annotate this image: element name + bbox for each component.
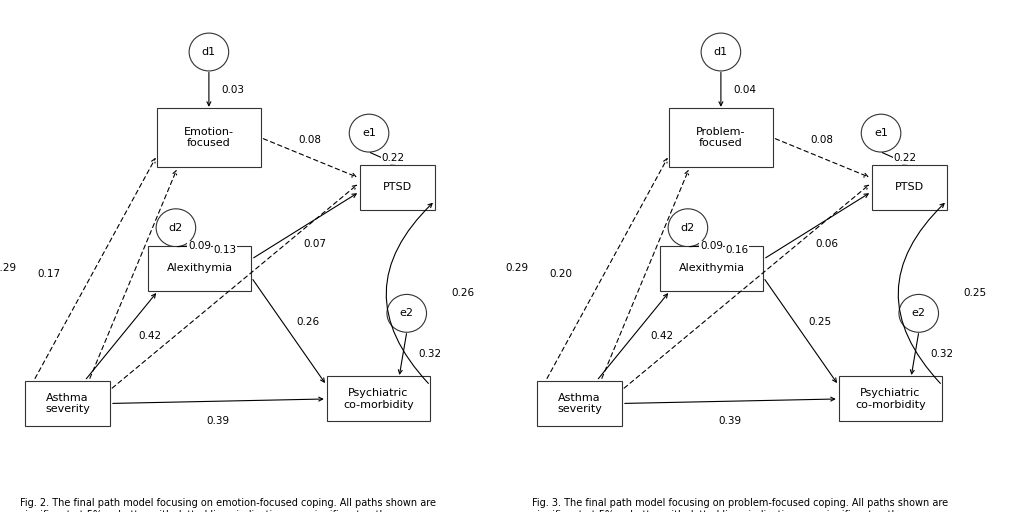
Text: Fig. 3. The final path model focusing on problem-focused coping. All paths shown: Fig. 3. The final path model focusing on…: [532, 498, 948, 512]
Text: 0.06: 0.06: [815, 239, 839, 248]
Text: Asthma
severity: Asthma severity: [45, 393, 90, 414]
Circle shape: [861, 114, 901, 152]
Text: 0.29: 0.29: [0, 263, 17, 273]
Text: 0.09: 0.09: [188, 241, 211, 251]
Text: 0.42: 0.42: [650, 331, 673, 341]
Text: d2: d2: [169, 223, 183, 233]
FancyBboxPatch shape: [147, 246, 251, 291]
FancyBboxPatch shape: [669, 109, 773, 167]
Circle shape: [349, 114, 389, 152]
Text: Emotion-
focused: Emotion- focused: [184, 127, 233, 148]
FancyBboxPatch shape: [26, 381, 110, 426]
Circle shape: [899, 294, 939, 332]
Text: 0.29: 0.29: [506, 263, 529, 273]
Text: e1: e1: [362, 128, 376, 138]
Text: 0.04: 0.04: [733, 84, 756, 95]
Circle shape: [189, 33, 228, 71]
FancyBboxPatch shape: [871, 165, 947, 210]
Text: 0.39: 0.39: [207, 416, 229, 426]
Text: e1: e1: [874, 128, 888, 138]
Text: 0.08: 0.08: [811, 135, 834, 145]
Text: 0.25: 0.25: [808, 317, 831, 327]
FancyBboxPatch shape: [839, 376, 942, 421]
Text: Psychiatric
co-morbidity: Psychiatric co-morbidity: [855, 388, 926, 410]
Text: 0.26: 0.26: [296, 317, 319, 327]
FancyBboxPatch shape: [327, 376, 430, 421]
Text: Asthma
severity: Asthma severity: [557, 393, 602, 414]
Text: d1: d1: [714, 47, 728, 57]
Text: 0.08: 0.08: [299, 135, 322, 145]
Text: 0.20: 0.20: [549, 269, 572, 279]
Text: 0.26: 0.26: [452, 288, 475, 298]
Text: 0.25: 0.25: [964, 288, 987, 298]
Circle shape: [156, 209, 196, 247]
Text: Alexithymia: Alexithymia: [167, 263, 232, 273]
Text: 0.32: 0.32: [419, 349, 441, 359]
Text: PTSD: PTSD: [383, 182, 412, 192]
Text: 0.22: 0.22: [893, 154, 916, 163]
Text: Psychiatric
co-morbidity: Psychiatric co-morbidity: [343, 388, 414, 410]
Text: 0.07: 0.07: [303, 239, 327, 248]
Text: 0.16: 0.16: [726, 245, 749, 255]
FancyBboxPatch shape: [659, 246, 763, 291]
Text: 0.42: 0.42: [138, 331, 161, 341]
Text: Problem-
focused: Problem- focused: [696, 127, 745, 148]
Text: 0.09: 0.09: [700, 241, 723, 251]
Text: 0.17: 0.17: [37, 269, 60, 279]
Text: 0.22: 0.22: [381, 154, 404, 163]
Text: Alexithymia: Alexithymia: [679, 263, 744, 273]
Text: e2: e2: [911, 308, 926, 318]
Text: 0.03: 0.03: [221, 84, 244, 95]
Circle shape: [387, 294, 427, 332]
Text: e2: e2: [399, 308, 414, 318]
Text: 0.13: 0.13: [214, 245, 237, 255]
Circle shape: [701, 33, 740, 71]
Text: PTSD: PTSD: [895, 182, 924, 192]
Circle shape: [668, 209, 708, 247]
Text: 0.39: 0.39: [719, 416, 741, 426]
Text: d1: d1: [202, 47, 216, 57]
Text: 0.32: 0.32: [931, 349, 953, 359]
FancyBboxPatch shape: [359, 165, 435, 210]
Text: Fig. 2. The final path model focusing on emotion-focused coping. All paths shown: Fig. 2. The final path model focusing on…: [20, 498, 436, 512]
FancyBboxPatch shape: [538, 381, 622, 426]
FancyBboxPatch shape: [157, 109, 261, 167]
Text: d2: d2: [681, 223, 695, 233]
